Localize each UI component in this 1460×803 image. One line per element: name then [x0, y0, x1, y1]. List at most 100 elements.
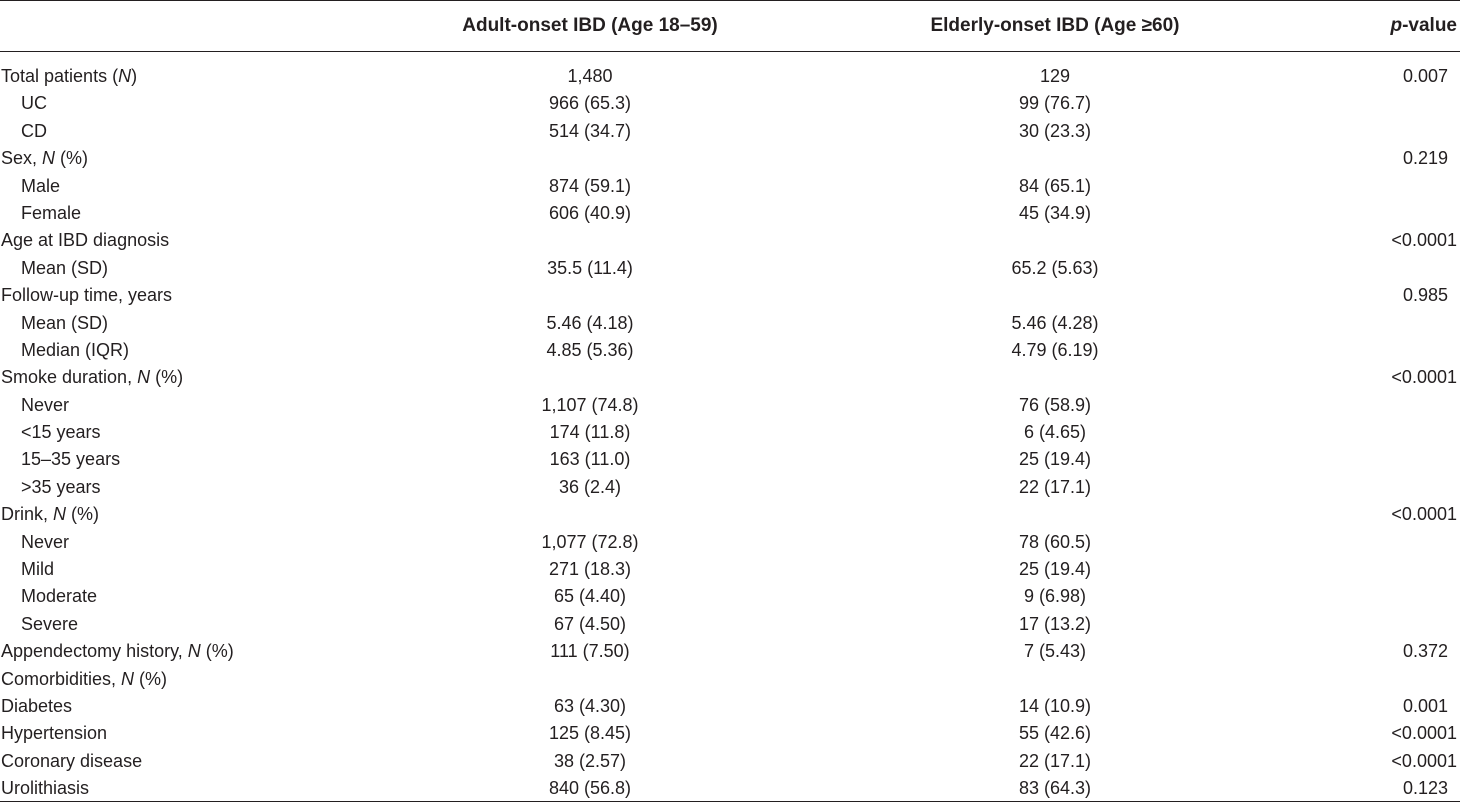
row-label: CD — [21, 118, 47, 145]
row-label-italic: N — [137, 367, 151, 388]
adult-onset-cell: 966 (65.3) — [548, 93, 632, 114]
row-label: Appendectomy history, N (%) — [1, 638, 234, 665]
row-label-tail: (%) — [200, 641, 234, 662]
adult-onset-cell: 67 (4.50) — [553, 613, 627, 634]
row-label: 15–35 years — [21, 446, 120, 473]
elderly-onset-cell: 76 (58.9) — [1018, 394, 1092, 415]
table-row: 15–35 years 163 (11.0) 25 (19.4) — [0, 446, 1460, 473]
row-label-text: >35 years — [21, 476, 101, 497]
row-label-text: Median (IQR) — [21, 339, 130, 360]
elderly-onset-cell: 17 (13.2) — [1018, 613, 1092, 634]
row-label-tail: (%) — [134, 668, 168, 689]
elderly-onset-cell: 4.79 (6.19) — [1011, 339, 1099, 360]
row-label-text: Mild — [21, 559, 55, 580]
adult-onset-cell: 1,077 (72.8) — [541, 531, 639, 552]
table-row: >35 years 36 (2.4) 22 (17.1) — [0, 474, 1460, 501]
row-label-text: Smoke duration, — [1, 367, 138, 388]
row-label-text: Never — [21, 531, 70, 552]
adult-onset-cell: 840 (56.8) — [548, 778, 632, 799]
table-row: Follow-up time, years 0.985 — [0, 282, 1460, 309]
table-row: Age at IBD diagnosis <0.0001 — [0, 227, 1460, 254]
row-label-text: Mean (SD) — [21, 312, 109, 333]
header-p-italic: p — [1390, 15, 1403, 36]
elderly-onset-cell: 65.2 (5.63) — [1011, 257, 1099, 278]
adult-onset-cell: 63 (4.30) — [553, 695, 627, 716]
p-value-cell: 0.372 — [1402, 641, 1448, 662]
table-row: Coronary disease 38 (2.57) 22 (17.1) <0.000… — [0, 748, 1460, 775]
row-label: UC — [21, 90, 47, 117]
row-label-italic: N — [121, 668, 135, 689]
row-label: Severe — [21, 611, 78, 638]
row-label: Total patients (N) — [1, 63, 137, 90]
row-label: Age at IBD diagnosis — [1, 227, 169, 254]
table-row: Moderate 65 (4.40) 9 (6.98) — [0, 583, 1460, 610]
row-label: Comorbidities, N (%) — [1, 666, 167, 693]
p-value-cell: <0.0001 — [1391, 723, 1457, 744]
row-label-italic: N — [42, 148, 56, 169]
adult-onset-cell: 174 (11.8) — [549, 422, 631, 443]
row-label-text: Comorbidities, — [1, 668, 122, 689]
row-label-italic: N — [118, 66, 132, 86]
row-label: Drink, N (%) — [1, 501, 99, 528]
elderly-onset-cell: 129 — [1039, 66, 1071, 86]
row-label-text: Appendectomy history, — [1, 641, 188, 662]
row-label-text: CD — [21, 120, 47, 141]
table-row: Median (IQR) 4.85 (5.36) 4.79 (6.19) — [0, 337, 1460, 364]
elderly-onset-cell: 84 (65.1) — [1018, 175, 1092, 196]
table-row: Urolithiasis 840 (56.8) 83 (64.3) 0.123 — [0, 775, 1460, 802]
adult-onset-cell: 65 (4.40) — [553, 586, 627, 607]
table-row: Drink, N (%) <0.0001 — [0, 501, 1460, 528]
elderly-onset-cell: 99 (76.7) — [1018, 93, 1092, 114]
row-label: Follow-up time, years — [1, 282, 172, 309]
row-label-text: Male — [21, 175, 61, 196]
table-row: Mean (SD) 35.5 (11.4) 65.2 (5.63) — [0, 255, 1460, 282]
row-label-text: Moderate — [21, 586, 98, 607]
table-top-rule — [0, 0, 1460, 1]
row-label: Female — [21, 200, 81, 227]
adult-onset-cell: 874 (59.1) — [548, 175, 632, 196]
row-label: Never — [21, 529, 69, 556]
row-label-tail: (%) — [55, 148, 89, 169]
adult-onset-cell: 35.5 (11.4) — [547, 257, 633, 278]
row-label-italic: N — [53, 504, 67, 525]
table-row: Hypertension 125 (8.45) 55 (42.6) <0.0001 — [0, 720, 1460, 747]
adult-onset-cell: 1,480 — [567, 66, 613, 86]
elderly-onset-cell: 25 (19.4) — [1018, 449, 1092, 470]
elderly-onset-cell: 22 (17.1) — [1018, 476, 1092, 497]
elderly-onset-cell: 9 (6.98) — [1023, 586, 1087, 607]
row-label-text: Severe — [21, 613, 79, 634]
header-elderly-onset: Elderly-onset IBD (Age ≥60) — [930, 15, 1180, 36]
adult-onset-cell: 163 (11.0) — [549, 449, 631, 470]
table-row: UC 966 (65.3) 99 (76.7) — [0, 90, 1460, 117]
adult-onset-cell: 125 (8.45) — [548, 723, 632, 744]
elderly-onset-cell: 7 (5.43) — [1023, 641, 1087, 662]
row-label-tail: (%) — [66, 504, 100, 525]
elderly-onset-cell: 14 (10.9) — [1018, 695, 1092, 716]
row-label: Mild — [21, 556, 54, 583]
row-label: Male — [21, 173, 60, 200]
table-header-rule — [0, 51, 1460, 52]
row-label: Coronary disease — [1, 748, 142, 775]
p-value-cell: 0.123 — [1402, 778, 1448, 799]
p-value-cell: <0.0001 — [1391, 367, 1457, 388]
row-label-italic: N — [187, 641, 201, 662]
elderly-onset-cell: 6 (4.65) — [1023, 422, 1087, 443]
row-label-text: Age at IBD diagnosis — [1, 230, 170, 251]
adult-onset-cell: 38 (2.57) — [553, 750, 627, 771]
row-label-text: Coronary disease — [1, 750, 143, 771]
elderly-onset-cell: 5.46 (4.28) — [1011, 312, 1099, 333]
table-row: Mild 271 (18.3) 25 (19.4) — [0, 556, 1460, 583]
p-value-cell: <0.0001 — [1391, 504, 1457, 525]
elderly-onset-cell: 83 (64.3) — [1018, 778, 1092, 799]
row-label-text: Total patients ( — [1, 66, 119, 86]
row-label-text: 15–35 years — [21, 449, 121, 470]
row-label: Sex, N (%) — [1, 145, 88, 172]
row-label-text: Mean (SD) — [21, 257, 109, 278]
row-label-text: Hypertension — [1, 723, 108, 744]
table-row: <15 years 174 (11.8) 6 (4.65) — [0, 419, 1460, 446]
row-label-text: UC — [21, 93, 47, 114]
row-label-text: Urolithiasis — [1, 778, 90, 799]
table-row: Diabetes 63 (4.30) 14 (10.9) 0.001 — [0, 693, 1460, 720]
header-p-suffix: -value — [1402, 15, 1457, 36]
